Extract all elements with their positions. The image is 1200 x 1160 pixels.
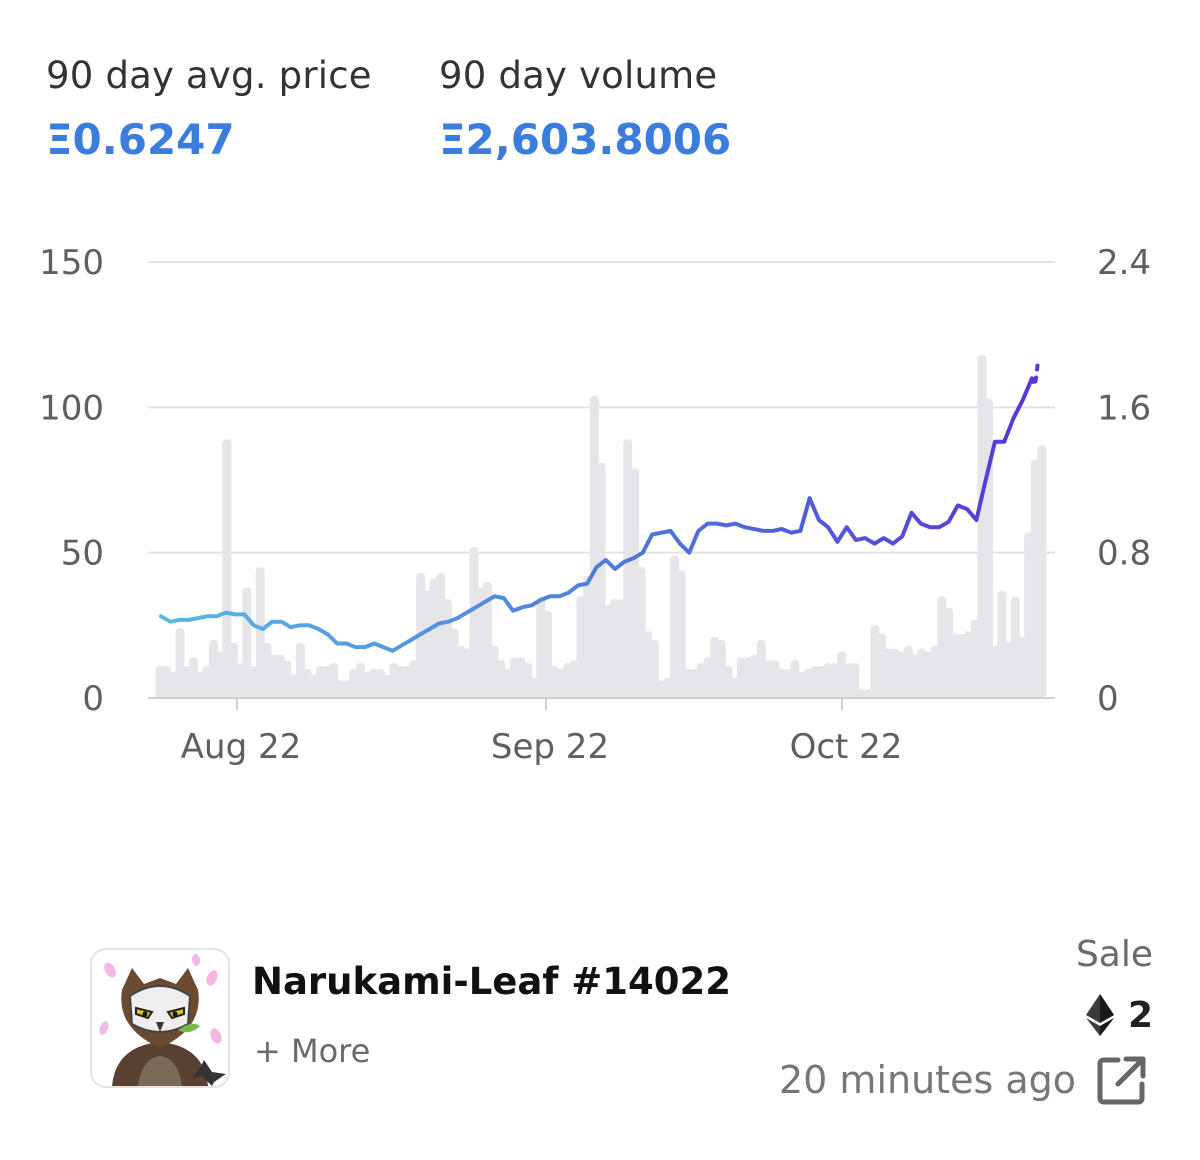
owl-avatar-icon <box>92 950 228 1086</box>
volume-bars <box>155 355 1047 698</box>
price-volume-chart[interactable]: 150 2.4 100 1.6 50 0.8 0 0 Aug 22 Sep 22 Oct 22 <box>0 220 1200 800</box>
price-line-layer <box>159 359 1040 653</box>
avg-price-stat: 90 day avg. price Ξ0.6247 <box>46 54 372 164</box>
nft-thumbnail[interactable] <box>90 948 230 1088</box>
right-axis-tick: 0.8 <box>1097 534 1151 574</box>
more-link[interactable]: + More <box>254 1032 371 1070</box>
axes: 150 2.4 100 1.6 50 0.8 0 0 Aug 22 Sep 22 Oct 22 <box>39 243 1151 767</box>
volume-bar <box>850 663 860 698</box>
volume-bar <box>857 689 867 698</box>
left-axis-tick: 100 <box>39 388 104 428</box>
x-axis-tick-label: Oct 22 <box>790 727 903 767</box>
sale-timestamp: 20 minutes ago <box>779 1058 1076 1102</box>
left-axis-tick: 0 <box>82 679 104 719</box>
sale-activity-row[interactable]: Narukami-Leaf #14022 + More Sale 2 20 mi… <box>0 930 1200 1130</box>
price-line <box>159 376 1034 653</box>
right-axis-tick: 2.4 <box>1097 243 1151 283</box>
sale-type-label: Sale <box>1075 934 1153 975</box>
external-link-icon[interactable] <box>1096 1054 1148 1110</box>
left-axis-tick: 150 <box>39 243 104 283</box>
x-axis-tick-label: Sep 22 <box>491 727 609 767</box>
x-axis-tick-label: Aug 22 <box>181 727 301 767</box>
right-axis-tick: 1.6 <box>1097 388 1151 428</box>
volume-stat: 90 day volume Ξ2,603.8006 <box>439 54 731 164</box>
avg-price-label: 90 day avg. price <box>46 54 372 97</box>
price-projection-line <box>1030 359 1040 394</box>
right-axis-tick: 0 <box>1097 679 1119 719</box>
sale-price-value: 2 <box>1127 994 1153 1036</box>
sale-price: 2 <box>1085 994 1153 1036</box>
volume-bar <box>1037 445 1047 698</box>
volume-bar <box>676 570 686 698</box>
volume-label: 90 day volume <box>439 54 718 97</box>
volume-value: Ξ2,603.8006 <box>439 115 732 164</box>
ethereum-icon <box>1085 994 1114 1036</box>
nft-name[interactable]: Narukami-Leaf #14022 <box>252 960 732 1003</box>
avg-price-value: Ξ0.6247 <box>46 115 235 164</box>
volume-bar <box>222 439 232 698</box>
left-axis-tick: 50 <box>61 534 104 574</box>
volume-bar <box>649 639 659 698</box>
